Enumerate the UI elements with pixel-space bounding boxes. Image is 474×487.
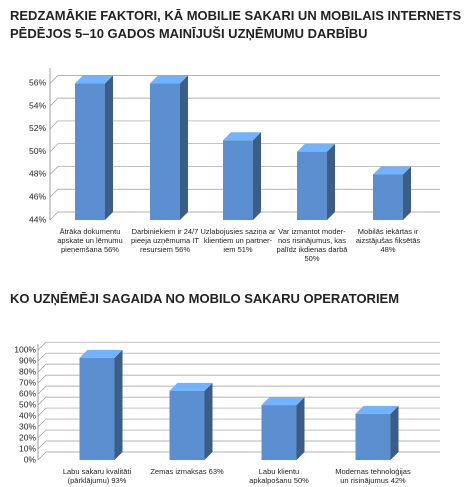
bar-side (105, 75, 113, 220)
y-tick-label: 50% (19, 399, 36, 409)
y-tick-label: 10% (19, 443, 36, 453)
bar-side (204, 382, 213, 460)
bar-top (355, 405, 399, 414)
grid-line (37, 440, 440, 450)
bar-top (373, 166, 411, 175)
bar-top (169, 382, 213, 391)
y-tick-label: 20% (19, 432, 36, 442)
bar (261, 397, 305, 460)
x-tick-label: Zemas izmaksas 63% (150, 467, 224, 476)
grid-line (37, 451, 440, 461)
bar-top (297, 143, 335, 152)
bar-front (373, 174, 403, 220)
y-tick-label: 56% (29, 78, 46, 88)
bar-side (403, 166, 411, 220)
x-tick-label: Var izmantot moder-nos risinājumus, kas p… (277, 227, 349, 263)
y-tick-label: 40% (19, 410, 36, 420)
x-tick-label: Uzlabojusies saziņa ar klientiem un partn… (200, 227, 276, 254)
x-tick-label: Labu sakaru kvalitāti (pārklājumu) 93% (63, 467, 132, 485)
y-tick-label: 30% (19, 421, 36, 431)
bar-front (355, 413, 391, 460)
bar (79, 349, 123, 460)
bar (223, 132, 261, 220)
bar (150, 75, 188, 220)
x-tick-label: Labu klientu apkalpošanu 50% (249, 467, 309, 485)
y-tick-label: 70% (19, 377, 36, 387)
y-tick-label: 50% (29, 146, 46, 156)
bar (75, 75, 113, 220)
bar-front (79, 357, 115, 460)
bar-front (169, 390, 205, 460)
grid-line (37, 396, 440, 406)
grid-line (37, 352, 440, 362)
bar-front (297, 151, 327, 220)
chart-title-2: KO UZŅĒMĒJI SAGAIDA NO MOBILO SAKARU OPE… (10, 291, 399, 306)
bar-side (296, 397, 305, 460)
bar-front (223, 140, 253, 220)
bar (373, 166, 411, 220)
grid-line (37, 374, 440, 384)
bar-side (390, 405, 399, 460)
grid-line (49, 75, 440, 84)
bar-top (79, 349, 123, 358)
bar-front (261, 405, 297, 460)
y-tick-label: 46% (29, 191, 46, 201)
y-tick-label: 54% (29, 100, 46, 110)
grid-line (37, 418, 440, 428)
y-tick-label: 100% (14, 344, 36, 354)
y-tick-label: 80% (19, 366, 36, 376)
grid-line (37, 363, 440, 373)
bar-front (150, 83, 180, 220)
bar (169, 382, 213, 460)
y-tick-label: 90% (19, 355, 36, 365)
y-tick-label: 60% (19, 388, 36, 398)
grid-line (49, 120, 440, 130)
y-tick-label: 48% (29, 169, 46, 179)
chart-title-1b: PĒDĒJOS 5–10 GADOS MAINĪJUŠI UZŅĒMUMU DA… (10, 26, 368, 41)
y-tick-label: 52% (29, 123, 46, 133)
x-tick-label: Ātrāka dokumentu apskate un lēmumu pieņemš… (57, 227, 122, 254)
chart-title-1a: REDZAMĀKIE FAKTORI, KĀ MOBILIE SAKARI UN… (10, 8, 461, 23)
bar (355, 405, 399, 460)
bar-side (253, 132, 261, 220)
grid-line (37, 341, 440, 351)
bar-top (261, 397, 305, 406)
y-tick-label: 0% (24, 454, 37, 464)
x-tick-label: Modernas tehnoloģijas un risinājumus 42% (335, 467, 411, 485)
grid-line (49, 97, 440, 107)
bar (297, 143, 335, 220)
x-tick-label: Mobilās iekārtas ir aizstājušas fiksētās 4… (356, 227, 421, 254)
bar-top (75, 75, 113, 84)
grid-line (37, 385, 440, 395)
x-tick-label: Darbiniekiem ir 24/7 pieeja uzņēmuma IT re… (131, 227, 199, 254)
bar-side (114, 349, 123, 460)
bar-top (223, 132, 261, 141)
y-tick-label: 44% (29, 214, 46, 224)
grid-line (37, 407, 440, 417)
grid-line (37, 429, 440, 439)
bar-front (75, 83, 105, 220)
bar-side (180, 75, 188, 220)
bar-side (327, 143, 335, 220)
bar-top (150, 75, 188, 84)
